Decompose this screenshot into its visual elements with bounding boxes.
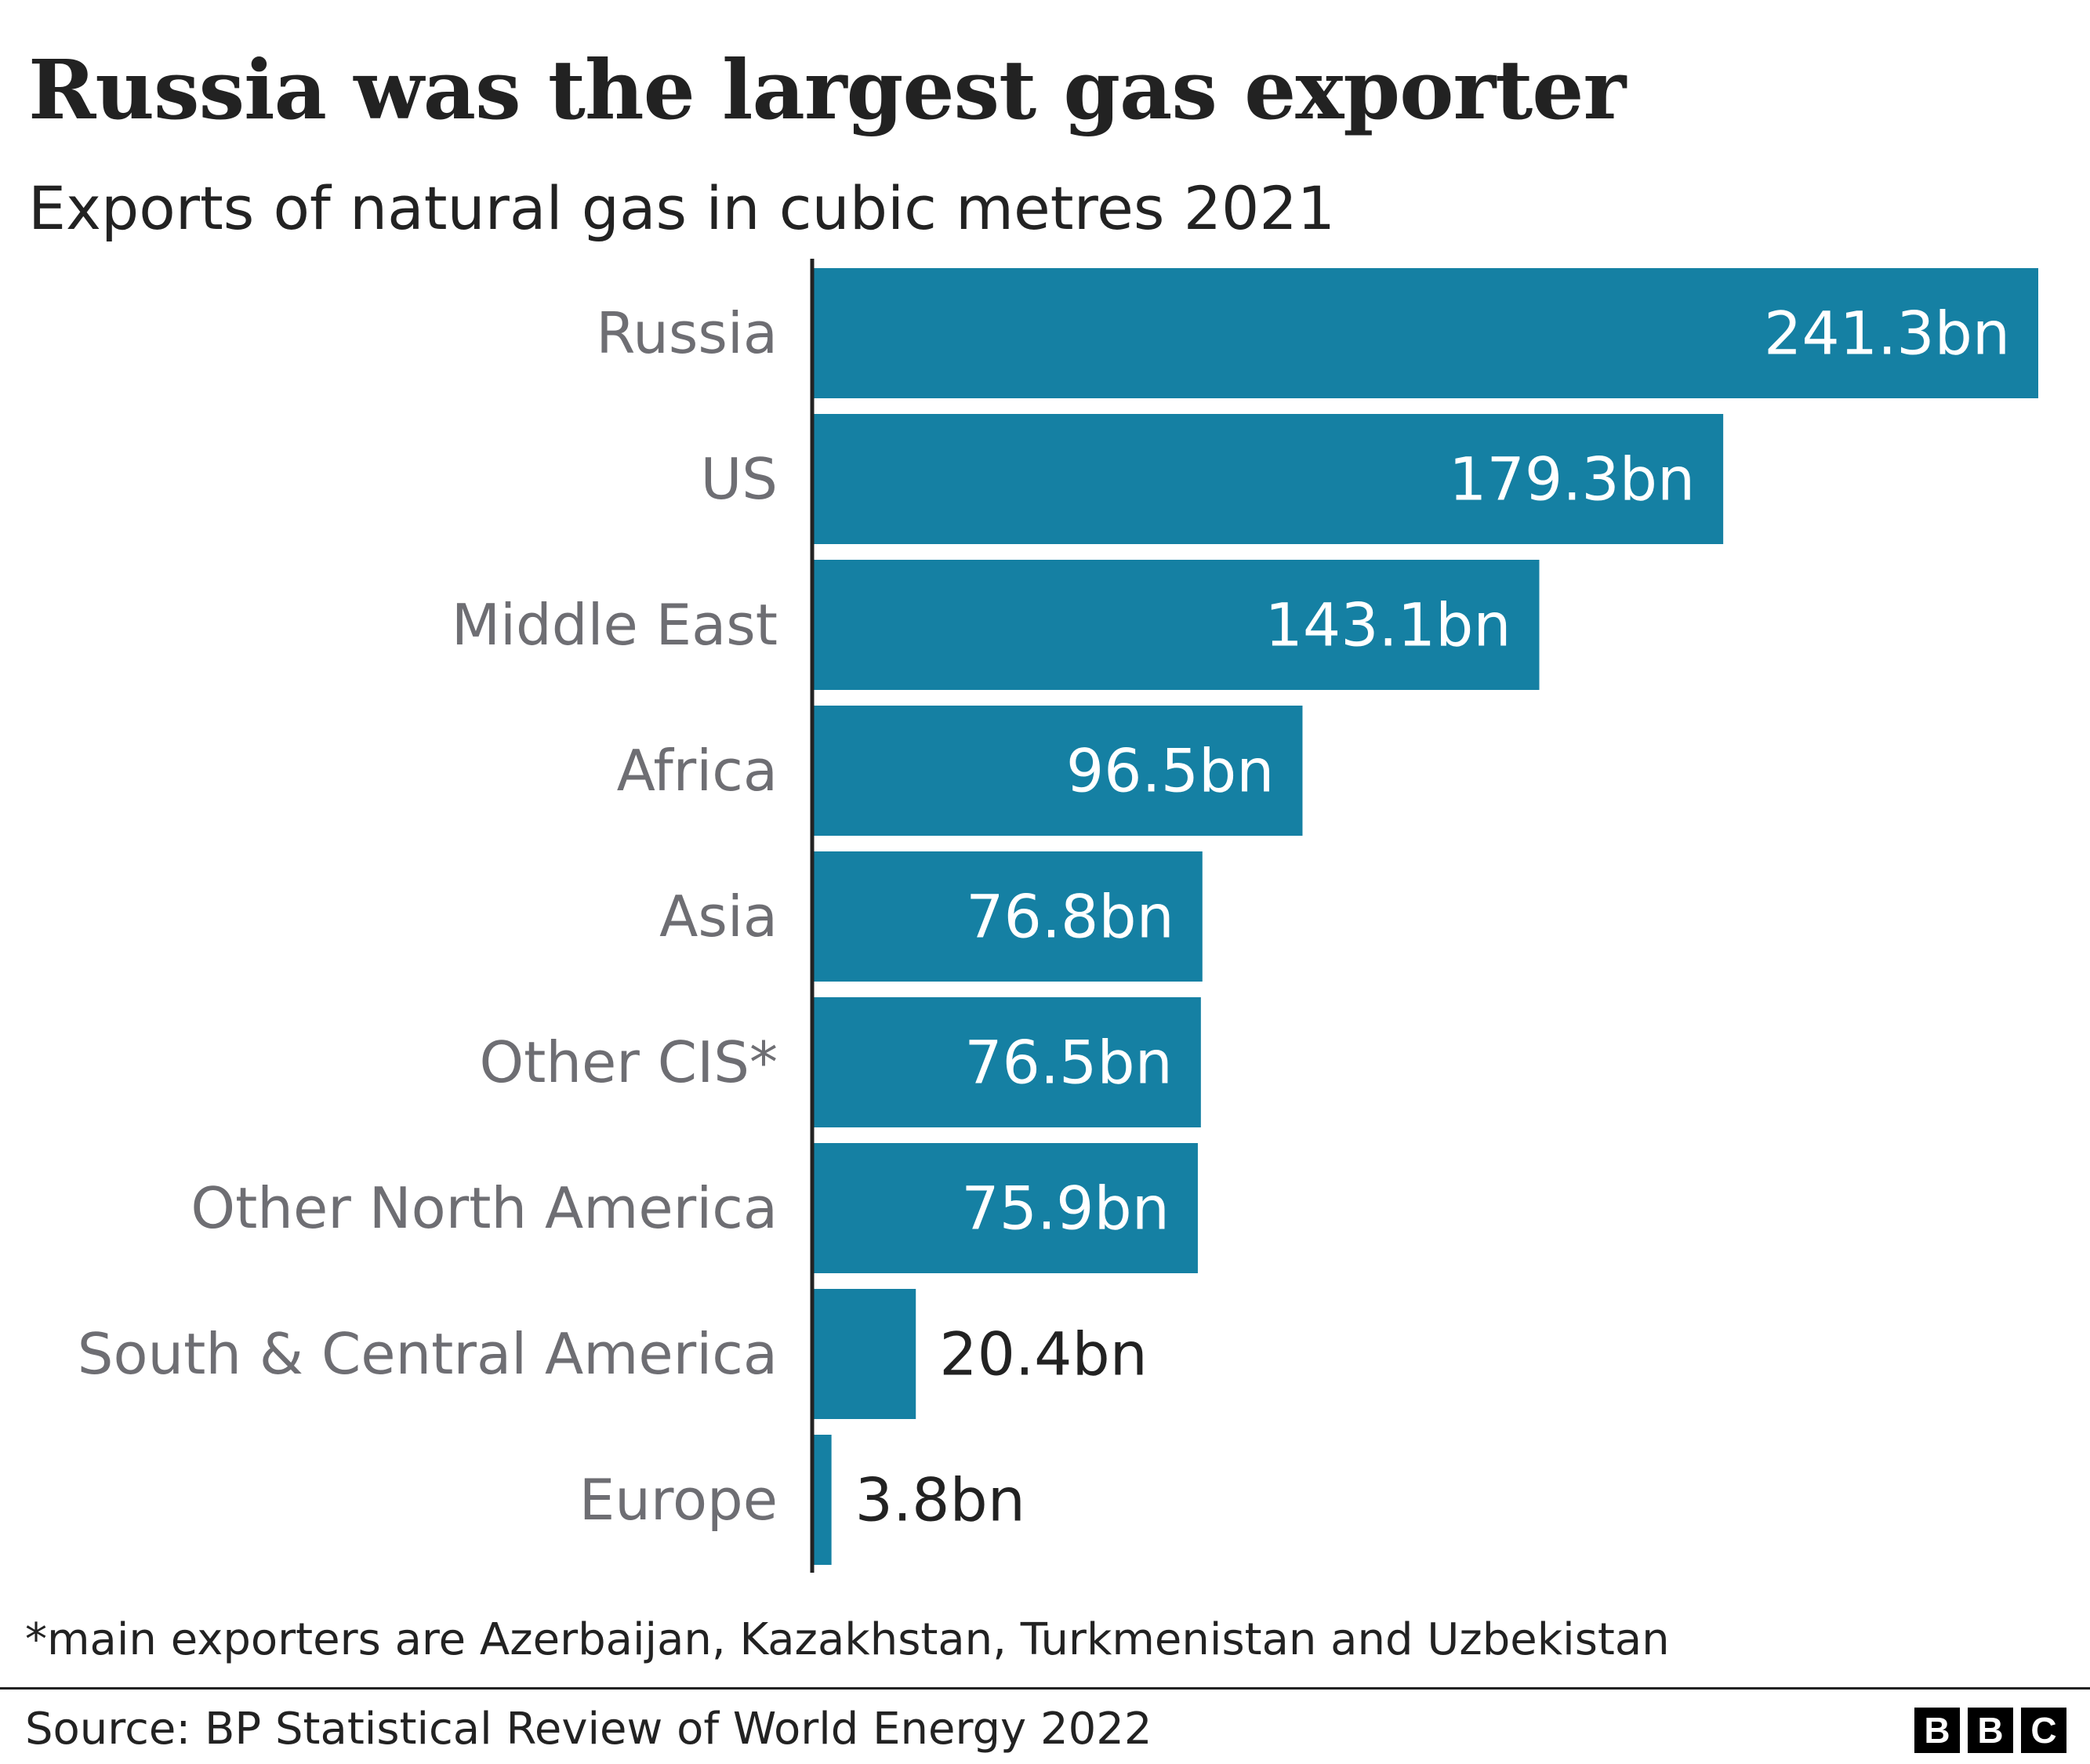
category-label: Europe	[579, 1467, 778, 1533]
chart-subtitle: Exports of natural gas in cubic metres 2…	[28, 173, 1336, 243]
value-label: 179.3bn	[1449, 445, 1695, 514]
category-label: Other North America	[190, 1175, 778, 1241]
source-text: Source: BP Statistical Review of World E…	[25, 1704, 1152, 1755]
category-label: Russia	[596, 300, 778, 366]
value-label: 143.1bn	[1265, 590, 1511, 660]
value-label: 96.5bn	[1066, 736, 1275, 806]
bbc-logo-letter: B	[1914, 1708, 1960, 1753]
bbc-logo-letter: B	[1968, 1708, 2013, 1753]
chart-title: Russia was the largest gas exporter	[28, 42, 1626, 138]
value-label: 76.8bn	[966, 882, 1174, 952]
value-label: 76.5bn	[964, 1028, 1173, 1098]
footer-divider	[0, 1687, 2090, 1690]
bar-7	[812, 1289, 916, 1419]
category-label: Africa	[617, 738, 778, 804]
value-label: 241.3bn	[1764, 299, 2010, 368]
category-label: South & Central America	[78, 1321, 778, 1387]
bar-2	[812, 560, 1540, 690]
bar-4	[812, 851, 1203, 982]
category-label: US	[701, 446, 778, 512]
value-label: 20.4bn	[939, 1319, 1148, 1389]
category-label: Asia	[659, 884, 778, 949]
bar-chart: Russia 241.3bn US 179.3bn Middle East 143.1bn…	[78, 259, 2038, 1573]
value-label: 75.9bn	[961, 1174, 1170, 1243]
value-label: 3.8bn	[855, 1465, 1025, 1535]
bbc-logo: B B C	[1914, 1708, 2066, 1753]
bar-0	[812, 268, 2038, 398]
bar-1	[812, 414, 1724, 544]
bar-6	[812, 1143, 1198, 1273]
footnote: *main exporters are Azerbaijan, Kazakhst…	[25, 1614, 1670, 1665]
bar-3	[812, 706, 1303, 836]
bar-8	[812, 1435, 832, 1565]
bar-5	[812, 997, 1201, 1127]
category-label: Other CIS*	[479, 1029, 778, 1095]
bbc-logo-letter: C	[2021, 1708, 2066, 1753]
category-label: Middle East	[452, 592, 778, 658]
